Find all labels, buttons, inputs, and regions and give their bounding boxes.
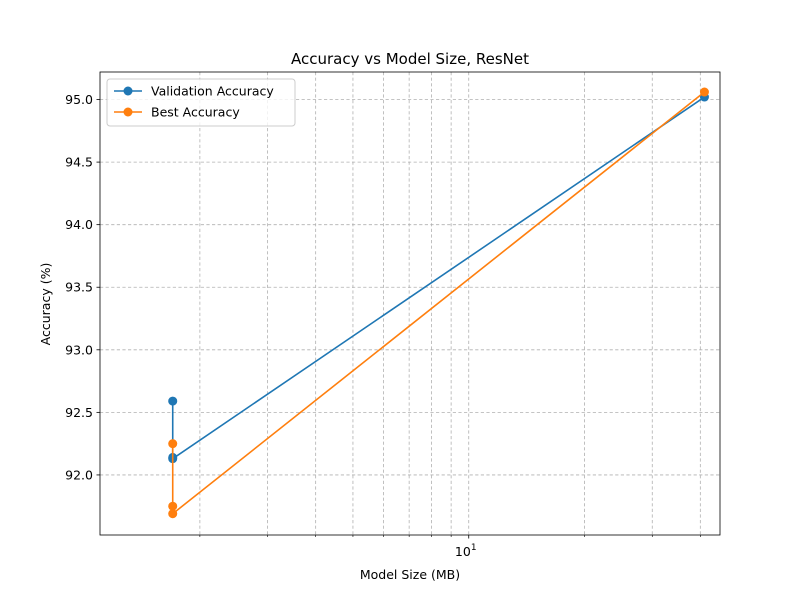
legend-label-2: Best Accuracy	[151, 105, 240, 120]
y-axis-label: Accuracy (%)	[38, 263, 53, 346]
y-tick-label: 93.5	[65, 280, 93, 295]
legend-marker-1	[123, 86, 133, 96]
legend: Validation Accuracy Best Accuracy	[106, 78, 296, 127]
legend-entries: Validation Accuracy Best Accuracy	[114, 84, 274, 120]
legend-label-1: Validation Accuracy	[151, 84, 274, 99]
data-point-series-2	[168, 501, 178, 511]
data-point-series-1	[168, 396, 178, 406]
y-tick-label: 92.5	[65, 405, 93, 420]
x-axis-label: Model Size (MB)	[360, 567, 460, 582]
chart-title: Accuracy vs Model Size, ResNet	[291, 50, 529, 68]
data-point-series-2	[699, 87, 709, 97]
x-tick-exponent: 1	[471, 543, 477, 553]
y-tick-label: 94.5	[65, 155, 93, 170]
y-tick-label: 93.0	[65, 342, 93, 357]
y-tick-label: 92.0	[65, 467, 93, 482]
series-group	[168, 87, 709, 519]
data-point-series-2	[168, 509, 178, 519]
plot-frame	[99, 71, 721, 536]
legend-box	[106, 78, 296, 127]
y-tick-label: 95.0	[65, 92, 93, 107]
y-tick-label: 94.0	[65, 217, 93, 232]
legend-marker-2	[123, 107, 133, 117]
data-point-series-2	[168, 439, 178, 449]
